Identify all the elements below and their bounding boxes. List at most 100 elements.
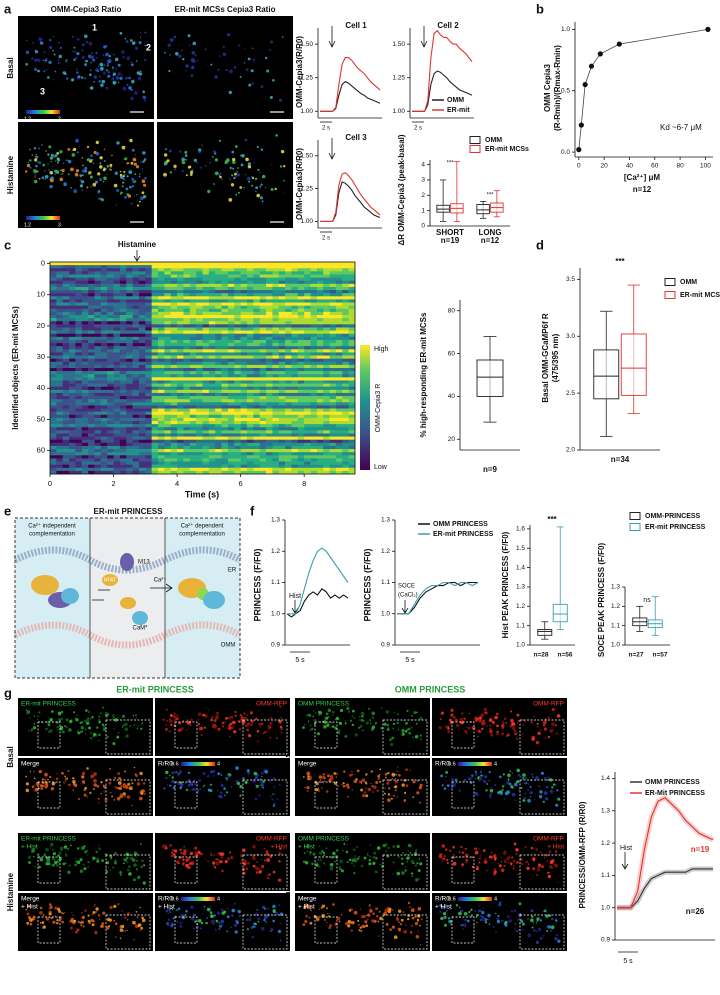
speckle	[51, 782, 55, 786]
heatmap-cell	[215, 296, 222, 300]
heatmap-cell	[170, 368, 178, 372]
heatmap-cell	[253, 286, 260, 291]
heatmap-cell	[297, 374, 305, 378]
speckle	[64, 780, 66, 782]
heatmap-cell	[94, 383, 102, 388]
speckle	[108, 55, 112, 58]
heatmap-cell	[56, 280, 63, 285]
speckle	[45, 862, 49, 866]
speckle	[98, 720, 101, 724]
speckle	[136, 71, 141, 75]
heatmap-cell	[215, 361, 222, 366]
heatmap-cell	[316, 349, 324, 353]
heatmap-cell	[158, 467, 165, 472]
speckle	[104, 798, 108, 802]
heatmap-cell	[75, 430, 83, 434]
speckle	[167, 43, 171, 47]
heatmap-cell	[138, 383, 146, 388]
heatmap-cell	[278, 355, 286, 359]
heatmap-cell	[50, 265, 57, 269]
heatmap-cell	[329, 349, 337, 353]
heatmap-cell	[266, 364, 273, 369]
heatmap-cell	[119, 392, 127, 397]
heatmap-cell	[145, 343, 152, 347]
heatmap-cell	[342, 271, 349, 275]
heatmap-cell	[50, 436, 57, 441]
speckle	[121, 714, 126, 718]
heatmap-cell	[170, 470, 178, 475]
heatmap-cell	[62, 389, 70, 394]
heatmap-cell	[227, 305, 235, 310]
speckle	[258, 870, 262, 874]
heatmap-cell	[81, 383, 89, 388]
heatmap-cell	[329, 414, 337, 419]
speckle	[142, 195, 147, 199]
heatmap-cell	[329, 455, 337, 459]
legend-label: ER-mit PRINCESS	[645, 524, 706, 531]
heatmap-cell	[56, 302, 63, 306]
heatmap-cell	[304, 389, 311, 394]
heatmap-cell	[88, 358, 95, 363]
heatmap-cell	[107, 262, 114, 266]
heatmap-cell	[107, 361, 114, 366]
speckle	[100, 197, 103, 201]
heatmap-cell	[335, 399, 343, 403]
speckle	[210, 63, 213, 66]
speckle	[49, 847, 51, 849]
heatmap-cell	[126, 293, 133, 297]
heatmap-cell	[246, 280, 254, 285]
heatmap-cell	[259, 414, 267, 419]
heatmap-cell	[221, 449, 229, 453]
heatmap-cell	[316, 436, 324, 441]
heatmap-cell	[50, 411, 57, 416]
heatmap-cell	[335, 349, 343, 353]
heatmap-cell	[253, 358, 260, 363]
heatmap-cell	[164, 349, 172, 353]
heatmap-cell	[278, 346, 286, 350]
heatmap-cell	[119, 455, 127, 459]
heatmap-cell	[151, 327, 159, 331]
heatmap-cell	[323, 346, 330, 350]
heatmap-cell	[253, 290, 260, 294]
heatmap-cell	[56, 396, 63, 400]
heatmap-cell	[329, 286, 337, 291]
heatmap-cell	[94, 430, 102, 434]
heatmap-cell	[113, 396, 121, 400]
heatmap-cell	[189, 399, 197, 403]
heatmap-cell	[94, 421, 102, 425]
speckle	[253, 771, 258, 776]
speckle	[41, 38, 43, 41]
heatmap-cell	[151, 461, 159, 465]
speckle	[54, 906, 58, 910]
heatmap-cell	[94, 324, 102, 328]
heatmap-cell	[246, 386, 254, 391]
heatmap-cell	[75, 452, 83, 456]
speckle	[168, 150, 171, 153]
heatmap-cell	[323, 277, 330, 282]
heatmap-cell	[81, 346, 89, 350]
heatmap-cell	[234, 311, 241, 316]
heatmap-cell	[100, 430, 108, 434]
heatmap-cell	[215, 283, 222, 288]
speckle	[52, 863, 56, 867]
heatmap-cell	[170, 330, 178, 335]
speckle	[109, 854, 113, 858]
speckle	[251, 184, 254, 187]
speckle	[233, 177, 236, 180]
speckle	[205, 48, 207, 50]
heatmap-cell	[348, 280, 356, 285]
heatmap-cell	[62, 315, 70, 319]
heatmap-cell	[126, 427, 133, 431]
heatmap-cell	[316, 452, 324, 456]
heatmap-cell	[310, 470, 318, 475]
heatmap-cell	[88, 330, 95, 335]
speckle	[115, 67, 118, 69]
heatmap-cell	[94, 374, 102, 378]
speckle	[218, 139, 221, 142]
speckle	[212, 726, 214, 728]
speckle	[252, 177, 255, 180]
heatmap-cell	[81, 368, 89, 372]
micrograph	[18, 698, 153, 756]
heatmap-cell	[335, 305, 343, 310]
heatmap-cell	[113, 280, 121, 285]
